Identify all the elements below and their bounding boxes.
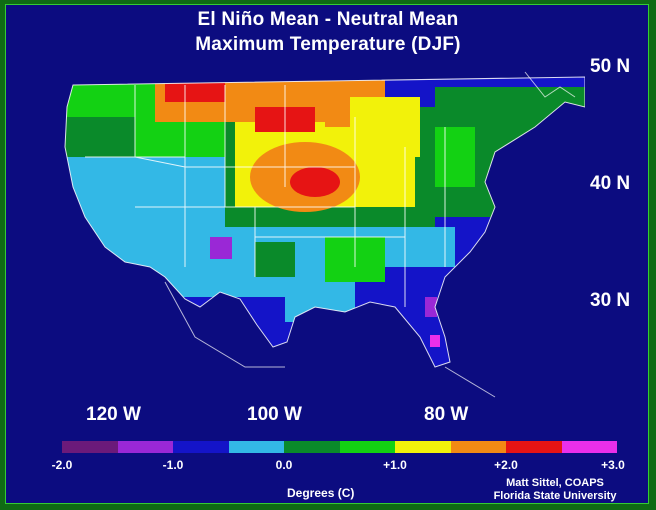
scale-tick-minus-2: -2.0 [51, 458, 73, 472]
map-subtitle: Maximum Temperature (DJF) [195, 34, 461, 55]
scale-tick-0: 0.0 [275, 458, 293, 472]
latitude-label-50n: 50 N [590, 56, 631, 77]
longitude-label-120w: 120 W [86, 404, 141, 425]
scale-tick-plus-2: +2.0 [494, 458, 518, 472]
color-scale-label: Degrees (C) [287, 486, 355, 500]
longitude-label-100w: 100 W [247, 404, 302, 425]
color-swatch-1 [117, 441, 173, 453]
temperature-anomaly-map [25, 67, 585, 402]
author-credit: Matt Sittel, COAPS [506, 477, 604, 489]
color-swatch-8 [506, 441, 562, 453]
map-title: El Niño Mean - Neutral Mean [197, 9, 459, 30]
longitude-label-80w: 80 W [424, 404, 469, 425]
coastline [164, 71, 576, 398]
scale-tick-plus-1: +1.0 [383, 458, 407, 472]
state-borders [64, 76, 585, 368]
color-swatch-9 [561, 441, 617, 453]
scale-tick-minus-1: -1.0 [162, 458, 184, 472]
color-swatch-7 [450, 441, 506, 453]
color-swatch-5 [339, 441, 395, 453]
color-swatch-2 [173, 441, 229, 453]
scale-tick-plus-3: +3.0 [601, 458, 625, 472]
color-swatch-3 [228, 441, 284, 453]
institution-credit: Florida State University [493, 490, 617, 502]
latitude-label-40n: 40 N [590, 173, 631, 194]
color-swatch-0 [62, 441, 118, 453]
color-swatch-4 [284, 441, 340, 453]
color-swatch-6 [395, 441, 451, 453]
latitude-label-30n: 30 N [590, 290, 631, 311]
color-scale-bar [62, 441, 617, 453]
